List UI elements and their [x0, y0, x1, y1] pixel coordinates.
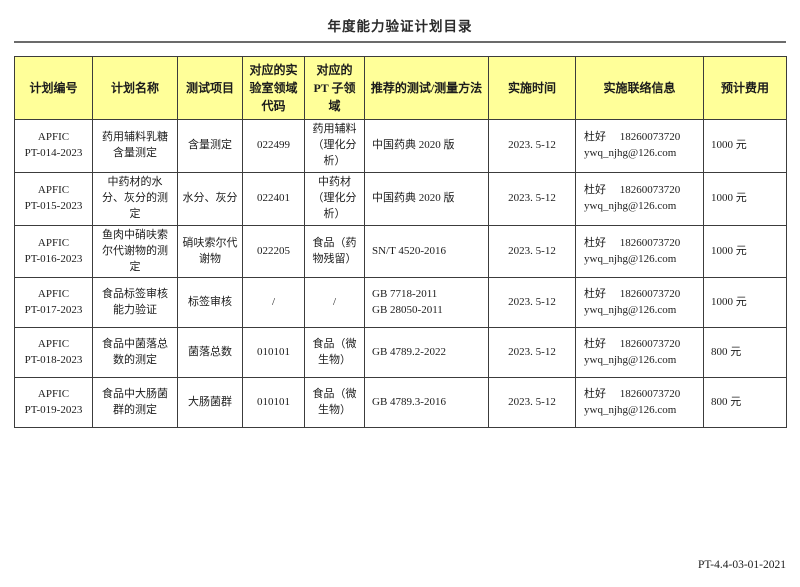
table-cell: 2023. 5-12 [488, 224, 576, 279]
table-row: APFIC PT-018-2023 食品中菌落总数的测定 菌落总数 010101 食品（微… [14, 327, 787, 379]
table-cell: 硝呋索尔代谢物 [177, 224, 243, 279]
proficiency-plan-table: 计划编号 计划名称 测试项目 对应的实验室领域代码 对应的PT 子领域 推荐的测试/测量方… [14, 56, 787, 429]
table-cell: 药用辅料乳糖含量测定 [92, 119, 178, 173]
column-header: 计划编号 [14, 56, 93, 120]
table-cell: 杜好 18260073720 ywq_njhg@126.com [575, 119, 704, 173]
table-cell: 药用辅料（理化分析） [304, 119, 365, 173]
table-cell: GB 7718-2011 GB 28050-2011 [364, 277, 489, 329]
table-row: APFIC PT-016-2023 鱼肉中硝呋索尔代谢物的测定 硝呋索尔代谢物 0222… [14, 224, 787, 279]
table-cell: APFIC PT-019-2023 [14, 377, 93, 429]
table-row: APFIC PT-019-2023 食品中大肠菌群的测定 大肠菌群 010101 食品（微… [14, 377, 787, 429]
table-cell: / [304, 277, 365, 329]
table-cell: 标签审核 [177, 277, 243, 329]
table-cell: 杜好 18260073720 ywq_njhg@126.com [575, 224, 704, 279]
table-cell: 食品中大肠菌群的测定 [92, 377, 178, 429]
table-cell: 010101 [242, 377, 305, 429]
column-header: 推荐的测试/测量方法 [364, 56, 489, 120]
table-cell: 含量测定 [177, 119, 243, 173]
column-header: 计划名称 [92, 56, 178, 120]
table-cell: 菌落总数 [177, 327, 243, 379]
table-cell: 022205 [242, 224, 305, 279]
document-code: PT-4.4-03-01-2021 [697, 559, 786, 571]
table-cell: 杜好 18260073720 ywq_njhg@126.com [575, 327, 704, 379]
table-cell: / [242, 277, 305, 329]
table-cell: 鱼肉中硝呋索尔代谢物的测定 [92, 224, 178, 279]
table-cell: APFIC PT-018-2023 [14, 327, 93, 379]
table-header-row: 计划编号 计划名称 测试项目 对应的实验室领域代码 对应的PT 子领域 推荐的测试/测量方… [14, 56, 787, 120]
table-cell: 中药材的水分、灰分的测定 [92, 171, 178, 226]
title-divider [14, 41, 786, 43]
table-cell: 2023. 5-12 [488, 277, 576, 329]
table-cell: 食品（微生物） [304, 327, 365, 379]
table-cell: 1000 元 [703, 277, 787, 329]
table-body: APFIC PT-014-2023 药用辅料乳糖含量测定 含量测定 022499 药用辅料… [14, 119, 787, 429]
table-cell: 2023. 5-12 [488, 377, 576, 429]
column-header: 对应的实验室领域代码 [242, 56, 305, 120]
table-cell: 800 元 [703, 327, 787, 379]
table-cell: 中国药典 2020 版 [364, 171, 489, 226]
table-cell: GB 4789.2-2022 [364, 327, 489, 379]
table-cell: APFIC PT-015-2023 [14, 171, 93, 226]
column-header: 实施时间 [488, 56, 576, 120]
table-cell: 022401 [242, 171, 305, 226]
table-cell: 中国药典 2020 版 [364, 119, 489, 173]
table-cell: 1000 元 [703, 171, 787, 226]
table-cell: 022499 [242, 119, 305, 173]
column-header: 实施联络信息 [575, 56, 704, 120]
table-row: APFIC PT-014-2023 药用辅料乳糖含量测定 含量测定 022499 药用辅料… [14, 119, 787, 173]
column-header: 预计费用 [703, 56, 787, 120]
table-row: APFIC PT-017-2023 食品标签审核能力验证 标签审核 / / GB 7718-… [14, 277, 787, 329]
table-row: APFIC PT-015-2023 中药材的水分、灰分的测定 水分、灰分 022401 中… [14, 171, 787, 226]
table-cell: 800 元 [703, 377, 787, 429]
table-cell: 1000 元 [703, 119, 787, 173]
table-cell: 食品（药物残留） [304, 224, 365, 279]
column-header: 对应的PT 子领域 [304, 56, 365, 120]
table-cell: 水分、灰分 [177, 171, 243, 226]
table-cell: 2023. 5-12 [488, 119, 576, 173]
table-cell: 中药材（理化分析） [304, 171, 365, 226]
table-cell: 2023. 5-12 [488, 327, 576, 379]
table-cell: APFIC PT-017-2023 [14, 277, 93, 329]
table-cell: 食品（微生物） [304, 377, 365, 429]
table-cell: 1000 元 [703, 224, 787, 279]
page-title: 年度能力验证计划目录 [327, 19, 473, 34]
table-cell: 杜好 18260073720 ywq_njhg@126.com [575, 277, 704, 329]
table-cell: GB 4789.3-2016 [364, 377, 489, 429]
table-cell: 食品中菌落总数的测定 [92, 327, 178, 379]
table-cell: 010101 [242, 327, 305, 379]
table-cell: 杜好 18260073720 ywq_njhg@126.com [575, 171, 704, 226]
table-cell: APFIC PT-014-2023 [14, 119, 93, 173]
table-cell: 2023. 5-12 [488, 171, 576, 226]
column-header: 测试项目 [177, 56, 243, 120]
table-cell: 大肠菌群 [177, 377, 243, 429]
table-cell: APFIC PT-016-2023 [14, 224, 93, 279]
table-cell: SN/T 4520-2016 [364, 224, 489, 279]
table-cell: 杜好 18260073720 ywq_njhg@126.com [575, 377, 704, 429]
table-cell: 食品标签审核能力验证 [92, 277, 178, 329]
